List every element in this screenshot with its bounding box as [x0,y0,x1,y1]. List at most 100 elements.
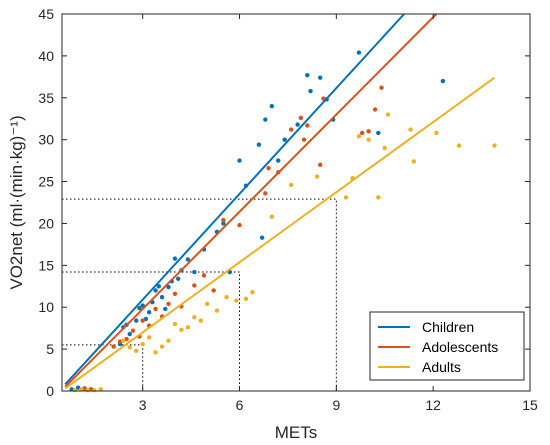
series-adolescents [82,85,384,392]
data-point [143,316,149,322]
data-point [224,294,229,300]
data-point [166,284,171,290]
data-point [205,301,210,307]
y-tick-label: 0 [46,383,54,399]
data-point [175,276,181,281]
data-point [492,143,497,148]
data-point [308,88,313,94]
data-point [127,345,132,350]
legend-label-adults: Adults [422,359,461,375]
data-point [179,327,184,333]
data-point [192,315,197,320]
data-point [305,123,310,128]
data-point [301,137,307,142]
data-point [72,387,78,393]
data-point [376,130,381,136]
data-point [372,107,378,112]
data-point [318,162,323,167]
x-axis-title: METs [275,423,318,442]
x-tick-label: 9 [332,397,340,413]
x-tick-label: 3 [139,397,147,413]
x-tick-label: 12 [425,397,441,413]
axes-box [61,13,531,392]
y-tick-label: 25 [38,174,54,190]
data-point [172,291,178,297]
data-point [359,130,365,136]
data-point [356,50,362,55]
data-point [379,85,384,90]
data-point [134,348,139,353]
y-tick-label: 20 [38,215,54,231]
data-point [376,195,381,200]
data-point [243,296,249,302]
data-point [221,217,226,223]
series-adults [72,112,497,393]
data-point [385,112,391,117]
y-tick-label: 40 [38,48,54,64]
data-point [366,129,371,134]
data-point [192,269,197,275]
reference-line-1 [62,344,144,391]
y-tick-label: 10 [38,299,54,315]
data-point [282,137,287,142]
data-point [237,158,242,163]
legend-label-children: Children [422,319,474,335]
data-point [79,387,84,392]
data-point [140,318,145,323]
data-point [263,191,268,196]
y-tick-label: 45 [38,6,54,22]
data-point [314,174,320,179]
data-point [366,137,371,142]
data-point [266,165,271,171]
data-point [298,115,304,121]
fit-line-adolescents [64,13,438,388]
data-point [159,294,165,300]
x-tick-label: 15 [522,397,538,413]
data-point [166,338,171,343]
y-tick-label: 30 [38,132,54,148]
data-point [192,283,197,288]
data-point [146,335,152,340]
data-point [185,325,191,330]
data-point [411,159,417,164]
data-point [221,221,226,226]
data-point [159,344,165,349]
data-point [146,310,152,315]
data-point [172,256,178,261]
data-point [269,103,274,109]
data-point [121,338,126,343]
data-point [276,158,281,163]
data-point [172,321,178,327]
data-point [111,344,116,349]
data-point [234,298,239,303]
legend: Children Adolescents Adults [369,311,525,381]
data-point [134,318,139,323]
data-point [440,78,446,84]
plot-area [62,13,497,393]
data-point [408,127,413,132]
data-point [140,341,145,347]
data-point [250,289,255,295]
y-tick-label: 5 [46,341,54,357]
data-point [130,328,136,333]
data-point [92,387,97,393]
legend-label-adolescents: Adolescents [422,339,498,355]
y-axis-title: VO2net (ml·(min·kg)⁻¹) [7,115,26,289]
data-point [259,235,265,240]
data-point [318,75,323,80]
y-tick-label: 35 [38,90,54,106]
axes: 3 6 9 12 15 0 5 10 15 20 25 30 35 40 45 METs VO2net (ml·… [7,6,538,442]
data-point [153,306,158,312]
data-point [137,305,142,311]
data-point [295,122,300,127]
data-point [211,288,216,293]
data-point [288,182,294,188]
data-point [434,130,439,136]
data-point [156,284,162,289]
data-point [124,336,129,342]
fit-line-children [64,13,405,385]
data-point [456,143,462,148]
y-tick-label: 15 [38,257,54,273]
data-point [166,301,171,307]
